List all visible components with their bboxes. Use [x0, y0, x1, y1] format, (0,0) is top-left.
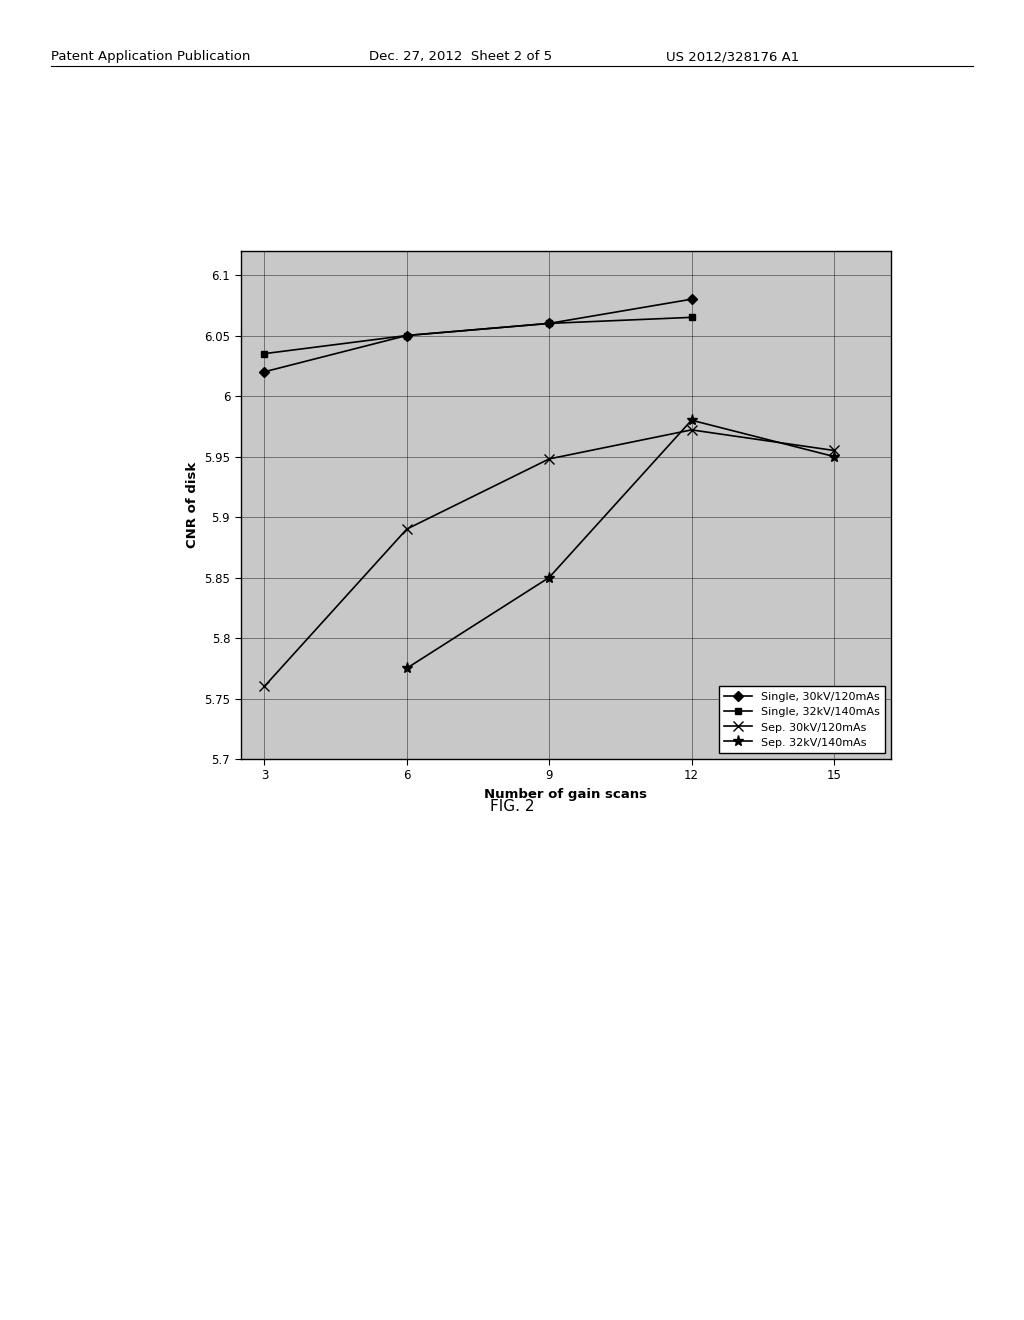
Single, 32kV/140mAs	[258, 346, 270, 362]
Text: FIG. 2: FIG. 2	[489, 799, 535, 813]
Line: Sep. 32kV/140mAs: Sep. 32kV/140mAs	[401, 414, 840, 673]
Sep. 32kV/140mAs	[685, 412, 697, 428]
Sep. 30kV/120mAs	[400, 521, 413, 537]
Single, 32kV/140mAs	[543, 315, 555, 331]
Text: Dec. 27, 2012  Sheet 2 of 5: Dec. 27, 2012 Sheet 2 of 5	[369, 50, 552, 63]
Line: Single, 30kV/120mAs: Single, 30kV/120mAs	[261, 296, 695, 375]
Legend: Single, 30kV/120mAs, Single, 32kV/140mAs, Sep. 30kV/120mAs, Sep. 32kV/140mAs: Single, 30kV/120mAs, Single, 32kV/140mAs…	[719, 686, 886, 754]
Sep. 32kV/140mAs	[543, 570, 555, 586]
Sep. 30kV/120mAs	[543, 451, 555, 467]
Text: Patent Application Publication: Patent Application Publication	[51, 50, 251, 63]
Single, 30kV/120mAs	[543, 315, 555, 331]
Sep. 30kV/120mAs	[685, 422, 697, 438]
Sep. 30kV/120mAs	[258, 678, 270, 694]
Y-axis label: CNR of disk: CNR of disk	[185, 462, 199, 548]
X-axis label: Number of gain scans: Number of gain scans	[484, 788, 647, 801]
Single, 30kV/120mAs	[258, 364, 270, 380]
Sep. 32kV/140mAs	[400, 660, 413, 676]
Sep. 30kV/120mAs	[827, 442, 840, 458]
Line: Sep. 30kV/120mAs: Sep. 30kV/120mAs	[259, 425, 839, 692]
Single, 32kV/140mAs	[400, 327, 413, 343]
Line: Single, 32kV/140mAs: Single, 32kV/140mAs	[261, 314, 695, 358]
Single, 30kV/120mAs	[685, 292, 697, 308]
Sep. 32kV/140mAs	[827, 449, 840, 465]
Text: US 2012/328176 A1: US 2012/328176 A1	[666, 50, 799, 63]
Single, 32kV/140mAs	[685, 309, 697, 325]
Single, 30kV/120mAs	[400, 327, 413, 343]
